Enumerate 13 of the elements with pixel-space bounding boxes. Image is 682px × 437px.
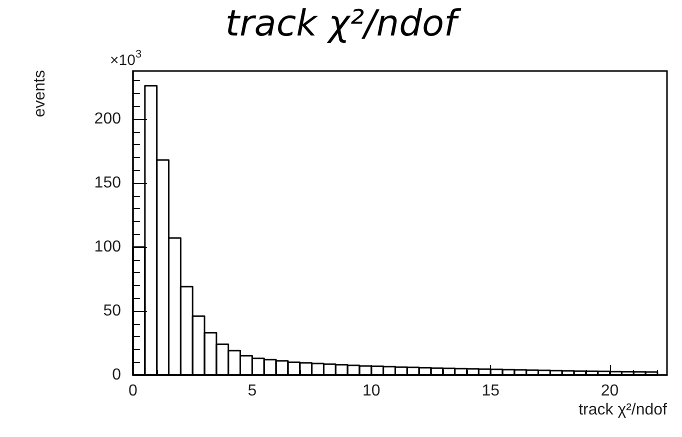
x-tick-label: 0 — [128, 382, 138, 400]
y-axis-title: events — [32, 70, 48, 118]
x-axis-title: track χ²/ndof — [578, 402, 668, 418]
chart-title: track χ²/ndof — [225, 4, 462, 44]
y-tick-label: 0 — [112, 366, 122, 384]
y-tick-label: 100 — [94, 238, 122, 256]
x-tick-label: 15 — [482, 382, 500, 400]
y-tick-label: 200 — [94, 110, 122, 128]
x-tick-label: 20 — [600, 382, 619, 400]
x-tick-label: 10 — [362, 382, 380, 400]
y-tick-label: 150 — [94, 174, 122, 192]
y-tick-label: 50 — [103, 302, 122, 320]
x-tick-label: 5 — [248, 382, 257, 400]
